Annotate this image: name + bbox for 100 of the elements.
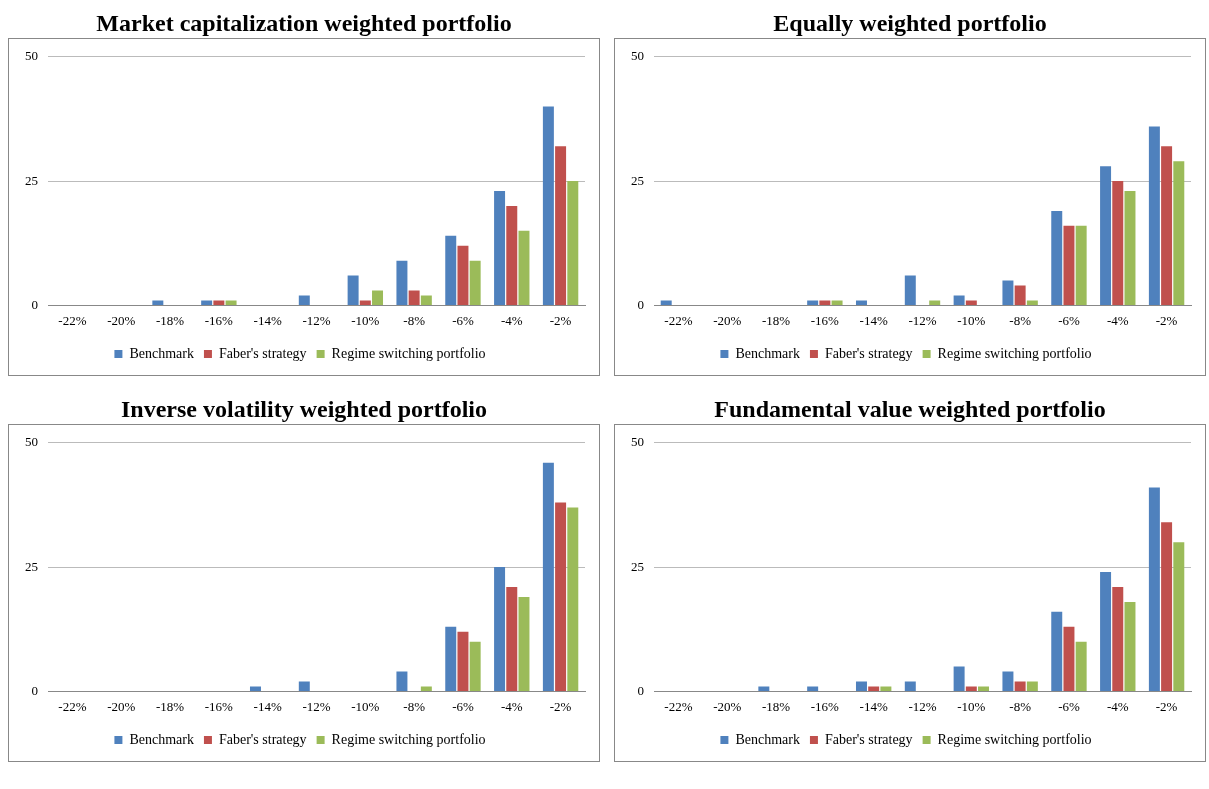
x-tick-label: -2% — [1155, 312, 1178, 328]
y-tick-label: 25 — [631, 558, 644, 574]
x-tick-label: -12% — [908, 312, 937, 328]
y-tick-label: 50 — [25, 48, 38, 64]
bar — [1014, 285, 1026, 305]
chart-title: Equally weighted portfolio — [772, 9, 1048, 38]
bar — [420, 295, 432, 305]
x-tick-label: -10% — [957, 312, 986, 328]
bar — [660, 300, 672, 305]
bar — [1100, 572, 1112, 691]
x-tick-label: -2% — [1155, 698, 1178, 714]
bar — [152, 300, 164, 305]
x-tick-label: -16% — [810, 698, 840, 714]
x-tick-label: -12% — [302, 698, 331, 714]
bar — [1124, 191, 1136, 305]
bar — [494, 191, 506, 305]
x-tick-label: -14% — [253, 312, 282, 328]
legend-label: Benchmark — [129, 345, 194, 361]
y-tick-label: 0 — [637, 682, 644, 698]
bar — [807, 686, 819, 691]
y-tick-label: 50 — [25, 434, 38, 450]
bar — [953, 666, 965, 691]
x-tick-label: -4% — [500, 698, 523, 714]
x-tick-label: -2% — [549, 698, 572, 714]
x-tick-label: -22% — [58, 312, 87, 328]
legend-label: Regime switching portfolio — [937, 345, 1092, 361]
x-tick-label: -18% — [761, 312, 791, 328]
x-tick-label: -16% — [810, 312, 840, 328]
x-tick-label: -6% — [1058, 698, 1080, 714]
bar — [758, 686, 770, 691]
y-tick-label: 25 — [25, 558, 38, 574]
x-tick-label: -14% — [859, 698, 888, 714]
x-tick-label: -14% — [859, 312, 888, 328]
legend-label: Faber's strategy — [824, 345, 913, 361]
x-tick-label: -4% — [500, 312, 523, 328]
legend-label: Regime switching portfolio — [331, 345, 486, 361]
legend-label: Benchmark — [735, 345, 800, 361]
legend-label: Faber's strategy — [218, 731, 307, 747]
x-tick-label: -10% — [351, 698, 380, 714]
bar — [420, 686, 432, 691]
x-tick-label: -6% — [452, 312, 474, 328]
bar — [1075, 641, 1087, 691]
bar — [249, 686, 261, 691]
x-tick-label: -8% — [403, 698, 426, 714]
bar — [201, 300, 213, 305]
bar — [518, 230, 530, 305]
bar — [359, 300, 371, 305]
x-tick-label: -6% — [452, 698, 474, 714]
bar — [819, 300, 831, 305]
bar — [518, 596, 530, 691]
bar — [1161, 522, 1173, 691]
bar — [965, 300, 977, 305]
bar — [542, 462, 554, 691]
bar — [807, 300, 819, 305]
x-tick-label: -12% — [908, 698, 937, 714]
x-tick-label: -18% — [761, 698, 791, 714]
x-tick-label: -16% — [204, 698, 234, 714]
bar — [457, 245, 469, 305]
chart-title: Fundamental value weighted portfolio — [713, 395, 1107, 424]
bar — [567, 181, 579, 305]
x-tick-label: -4% — [1106, 312, 1129, 328]
bar — [469, 641, 481, 691]
legend-label: Benchmark — [129, 731, 194, 747]
bar — [445, 235, 457, 305]
bar — [213, 300, 225, 305]
y-tick-label: 50 — [631, 48, 644, 64]
y-tick-label: 50 — [631, 434, 644, 450]
bar — [1063, 626, 1075, 691]
y-tick-label: 25 — [631, 172, 644, 188]
x-tick-label: -10% — [957, 698, 986, 714]
bar — [929, 300, 941, 305]
bar — [1112, 586, 1124, 691]
x-tick-label: -8% — [1009, 312, 1032, 328]
y-tick-label: 25 — [25, 172, 38, 188]
bar — [904, 275, 916, 305]
legend-label: Benchmark — [735, 731, 800, 747]
x-tick-label: -20% — [107, 312, 136, 328]
bar — [855, 681, 867, 691]
x-tick-label: -8% — [1009, 698, 1032, 714]
x-tick-label: -6% — [1058, 312, 1080, 328]
x-tick-label: -18% — [155, 312, 185, 328]
bar — [225, 300, 237, 305]
bar — [1148, 487, 1160, 691]
x-tick-label: -22% — [58, 698, 87, 714]
bar — [1100, 166, 1112, 305]
x-tick-label: -10% — [351, 312, 380, 328]
bar — [855, 300, 867, 305]
x-tick-label: -20% — [713, 312, 742, 328]
legend-label: Faber's strategy — [824, 731, 913, 747]
bar — [1002, 280, 1014, 305]
bar — [567, 507, 579, 691]
y-tick-label: 0 — [31, 296, 38, 312]
bar — [953, 295, 965, 305]
bar — [1051, 611, 1063, 691]
bar — [445, 626, 457, 691]
legend-label: Regime switching portfolio — [937, 731, 1092, 747]
x-tick-label: -22% — [664, 698, 693, 714]
bar — [1002, 671, 1014, 691]
bar — [396, 671, 408, 691]
bar — [542, 106, 554, 305]
